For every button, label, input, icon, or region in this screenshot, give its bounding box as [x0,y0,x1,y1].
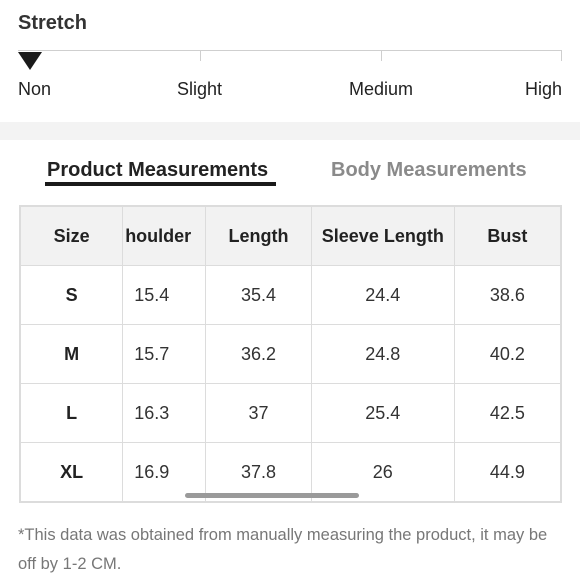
tab-product-measurements[interactable]: Product Measurements [47,159,269,181]
sleeve-length-cell: 26 [310,442,455,502]
tab-body-measurements[interactable]: Body Measurements [331,159,527,181]
table-row: L 16.3 37 25.4 42.5 [20,383,561,443]
header-bust: Bust [453,206,561,266]
horizontal-scrollbar[interactable] [185,493,359,498]
stretch-level-non: Non [18,79,52,99]
length-cell: 35.4 [205,265,312,325]
shoulder-cell: 16.3 [122,383,207,443]
table-row: XL 16.9 37.8 26 44.9 [20,442,561,502]
sleeve-length-cell: 25.4 [310,383,455,443]
active-tab-indicator [45,182,276,186]
size-cell: M [20,324,124,384]
bust-cell: 40.2 [453,324,561,384]
shoulder-cell: 16.9 [122,442,207,502]
stretch-level-slight: Slight [177,79,223,99]
header-shoulder: houlder [122,206,207,266]
stretch-tick [381,50,382,61]
stretch-title: Stretch [18,12,87,34]
size-cell: L [20,383,124,443]
stretch-section: Stretch Non Slight Medium High [0,0,580,122]
measurements-table-container[interactable]: Size houlder Length Sleeve Length Bust S… [19,205,562,503]
sleeve-length-cell: 24.8 [310,324,455,384]
table-row: S 15.4 35.4 24.4 38.6 [20,265,561,325]
header-sleeve-length: Sleeve Length [310,206,455,266]
stretch-tick [200,50,201,61]
stretch-level-medium: Medium [349,79,414,99]
stretch-tick [561,50,562,61]
length-cell: 37 [205,383,312,443]
header-size: Size [20,206,124,266]
measurement-disclaimer: *This data was obtained from manually me… [18,526,548,573]
table-header-row: Size houlder Length Sleeve Length Bust [20,206,561,266]
header-length: Length [205,206,312,266]
size-cell: XL [20,442,124,502]
length-cell: 36.2 [205,324,312,384]
section-divider [0,122,580,140]
stretch-level-high: High [525,79,563,99]
table-row: M 15.7 36.2 24.8 40.2 [20,324,561,384]
measurements-table: Size houlder Length Sleeve Length Bust S… [20,206,561,502]
bust-cell: 38.6 [453,265,561,325]
stretch-scale-line [18,50,562,51]
size-cell: S [20,265,124,325]
bust-cell: 42.5 [453,383,561,443]
bust-cell: 44.9 [453,442,561,502]
shoulder-cell: 15.7 [122,324,207,384]
stretch-pointer-icon [18,52,42,70]
shoulder-cell: 15.4 [122,265,207,325]
sleeve-length-cell: 24.4 [310,265,455,325]
